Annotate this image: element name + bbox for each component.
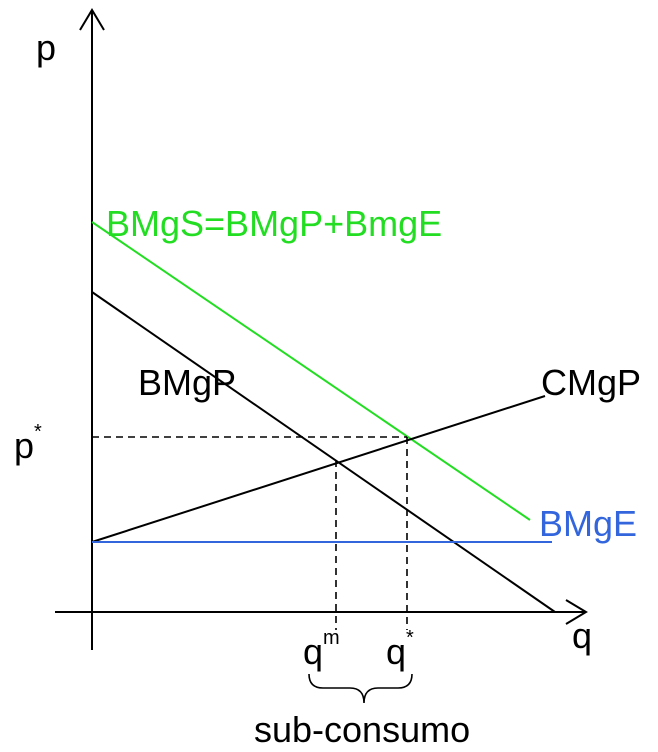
y-axis-arrowhead <box>79 8 105 31</box>
sub-consumo-brace <box>308 673 413 704</box>
sub-consumo-label: sub-consumo <box>254 709 470 750</box>
y-axis-label: p <box>36 27 56 68</box>
bmgp-label: BMgP <box>138 362 236 403</box>
x-axis-label: q <box>572 615 592 656</box>
bmgs-line <box>91 221 531 521</box>
cmgp-line <box>91 395 546 543</box>
p-star-label: p* <box>14 421 42 466</box>
cmgp-label: CMgP <box>541 362 641 403</box>
bmge-label: BMgE <box>539 503 637 544</box>
x-axis-arrowhead <box>565 599 588 625</box>
q-m-label: qm <box>303 627 340 672</box>
bmgp-line <box>91 291 556 613</box>
q-star-label: q* <box>386 627 414 672</box>
bmgs-label: BMgS=BMgP+BmgE <box>106 203 442 244</box>
